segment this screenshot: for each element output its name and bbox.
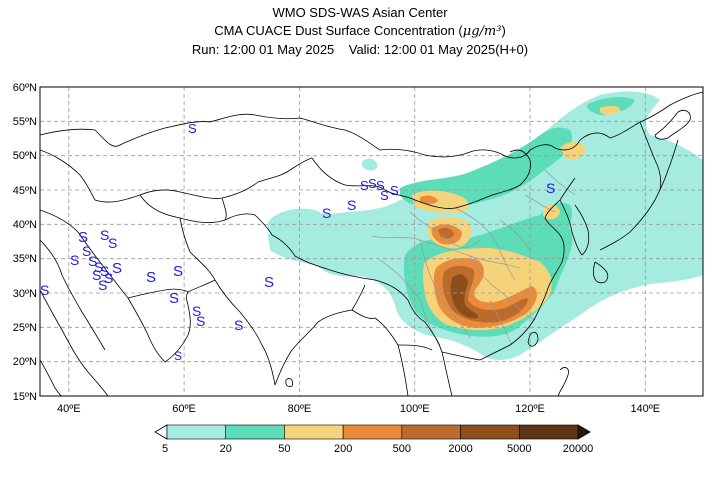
legend-level-label: 200: [334, 443, 352, 455]
station-marker: S: [234, 317, 243, 333]
dust-level-3-area: [560, 142, 586, 160]
lat-label: 20ºN: [13, 356, 37, 368]
title-line-2-suffix: ): [501, 23, 506, 38]
dust-level-3-area: [600, 105, 621, 115]
station-marker: S: [390, 183, 399, 198]
legend-color-box: [284, 424, 344, 440]
station-marker: S: [360, 178, 369, 193]
station-marker: S: [546, 180, 555, 196]
dust-level-5-area: [438, 227, 454, 239]
legend-level-label: 50: [278, 443, 290, 455]
country-borders: [40, 91, 703, 396]
lat-label: 50ºN: [13, 150, 37, 162]
lat-label: 60ºN: [13, 82, 37, 94]
lat-label: 25ºN: [13, 322, 37, 334]
station-marker: S: [192, 303, 201, 319]
dust-stations: S S S S S S S S S S S S S S S S S S S S …: [40, 121, 555, 363]
legend-color-box: [166, 424, 227, 440]
station-marker: S: [174, 349, 182, 363]
grid-lines: [40, 87, 703, 396]
title-line-2: CMA CUACE Dust Surface Concentration (μg…: [0, 22, 720, 41]
station-marker: S: [92, 267, 101, 283]
station-marker: S: [108, 235, 117, 251]
station-marker: S: [188, 121, 197, 136]
legend-level-label: 500: [393, 443, 411, 455]
legend-color-box: [401, 424, 461, 440]
legend-left-arrow: [154, 424, 168, 440]
station-marker: S: [173, 263, 183, 280]
dust-level-4-area: [420, 195, 438, 205]
legend-level-label: 5000: [507, 443, 531, 455]
station-marker: S: [40, 282, 49, 298]
station-marker: S: [82, 243, 91, 259]
station-marker: S: [98, 277, 107, 293]
station-marker: S: [104, 270, 113, 286]
title-line-1: WMO SDS-WAS Asian Center: [272, 5, 448, 20]
station-marker: S: [70, 252, 79, 268]
lat-label: 15ºN: [13, 391, 37, 403]
latitude-labels: 60ºN 55ºN 50ºN 45ºN 40ºN 35ºN 30ºN 25ºN …: [13, 82, 37, 403]
title-unit: μg/m³: [462, 24, 502, 39]
station-marker: S: [196, 313, 205, 329]
dust-shading: [268, 91, 703, 360]
lat-label: 30ºN: [13, 288, 37, 300]
station-marker: S: [112, 260, 122, 277]
station-marker: S: [347, 197, 356, 213]
title-line-2-prefix: CMA CUACE Dust Surface Concentration (: [214, 23, 463, 38]
dust-level-1-area: [268, 208, 327, 238]
lon-label: 100ºE: [400, 403, 430, 415]
station-marker: S: [376, 178, 385, 193]
lon-label: 80ºE: [288, 403, 312, 415]
station-marker: S: [146, 269, 156, 286]
legend-right-arrow: [577, 424, 591, 440]
lat-label: 40ºN: [13, 219, 37, 231]
legend-level-label: 5: [162, 443, 168, 455]
lon-label: 60ºE: [172, 403, 196, 415]
lat-label: 45ºN: [13, 185, 37, 197]
lon-label: 120ºE: [515, 403, 545, 415]
lon-label: 140ºE: [630, 403, 660, 415]
lon-label: 40ºE: [57, 403, 81, 415]
station-marker: S: [100, 227, 109, 243]
map-title-block: WMO SDS-WAS Asian Center CMA CUACE Dust …: [0, 4, 720, 59]
station-marker: S: [368, 176, 377, 191]
dust-level-6-area: [450, 274, 479, 319]
longitude-labels: 40ºE 60ºE 80ºE 100ºE 120ºE 140ºE: [57, 403, 660, 415]
station-marker: S: [264, 274, 274, 291]
station-marker: S: [88, 253, 97, 269]
legend-color-box: [518, 424, 579, 440]
station-marker: S: [380, 188, 389, 203]
concentration-legend: 5 20 50 200 500 2000 5000 20000: [154, 424, 594, 455]
dust-level-1-area: [362, 158, 378, 171]
province-borders: [371, 169, 576, 346]
lat-label: 55ºN: [13, 116, 37, 128]
title-line-3: Run: 12:00 01 May 2025 Valid: 12:00 01 M…: [191, 42, 529, 57]
station-marker: S: [94, 259, 103, 275]
dust-level-2-area: [400, 127, 572, 209]
map-frame: [39, 86, 704, 397]
legend-color-box: [225, 424, 285, 440]
station-marker: S: [78, 229, 88, 246]
legend-level-label: 20: [220, 443, 232, 455]
station-marker: S: [169, 290, 179, 307]
legend-level-label: 2000: [448, 443, 472, 455]
legend-level-label: 20000: [563, 443, 594, 455]
legend-color-box: [460, 424, 520, 440]
legend-color-box: [342, 424, 403, 440]
lat-label: 35ºN: [13, 253, 37, 265]
station-marker: S: [322, 205, 331, 221]
station-marker: S: [100, 263, 109, 279]
